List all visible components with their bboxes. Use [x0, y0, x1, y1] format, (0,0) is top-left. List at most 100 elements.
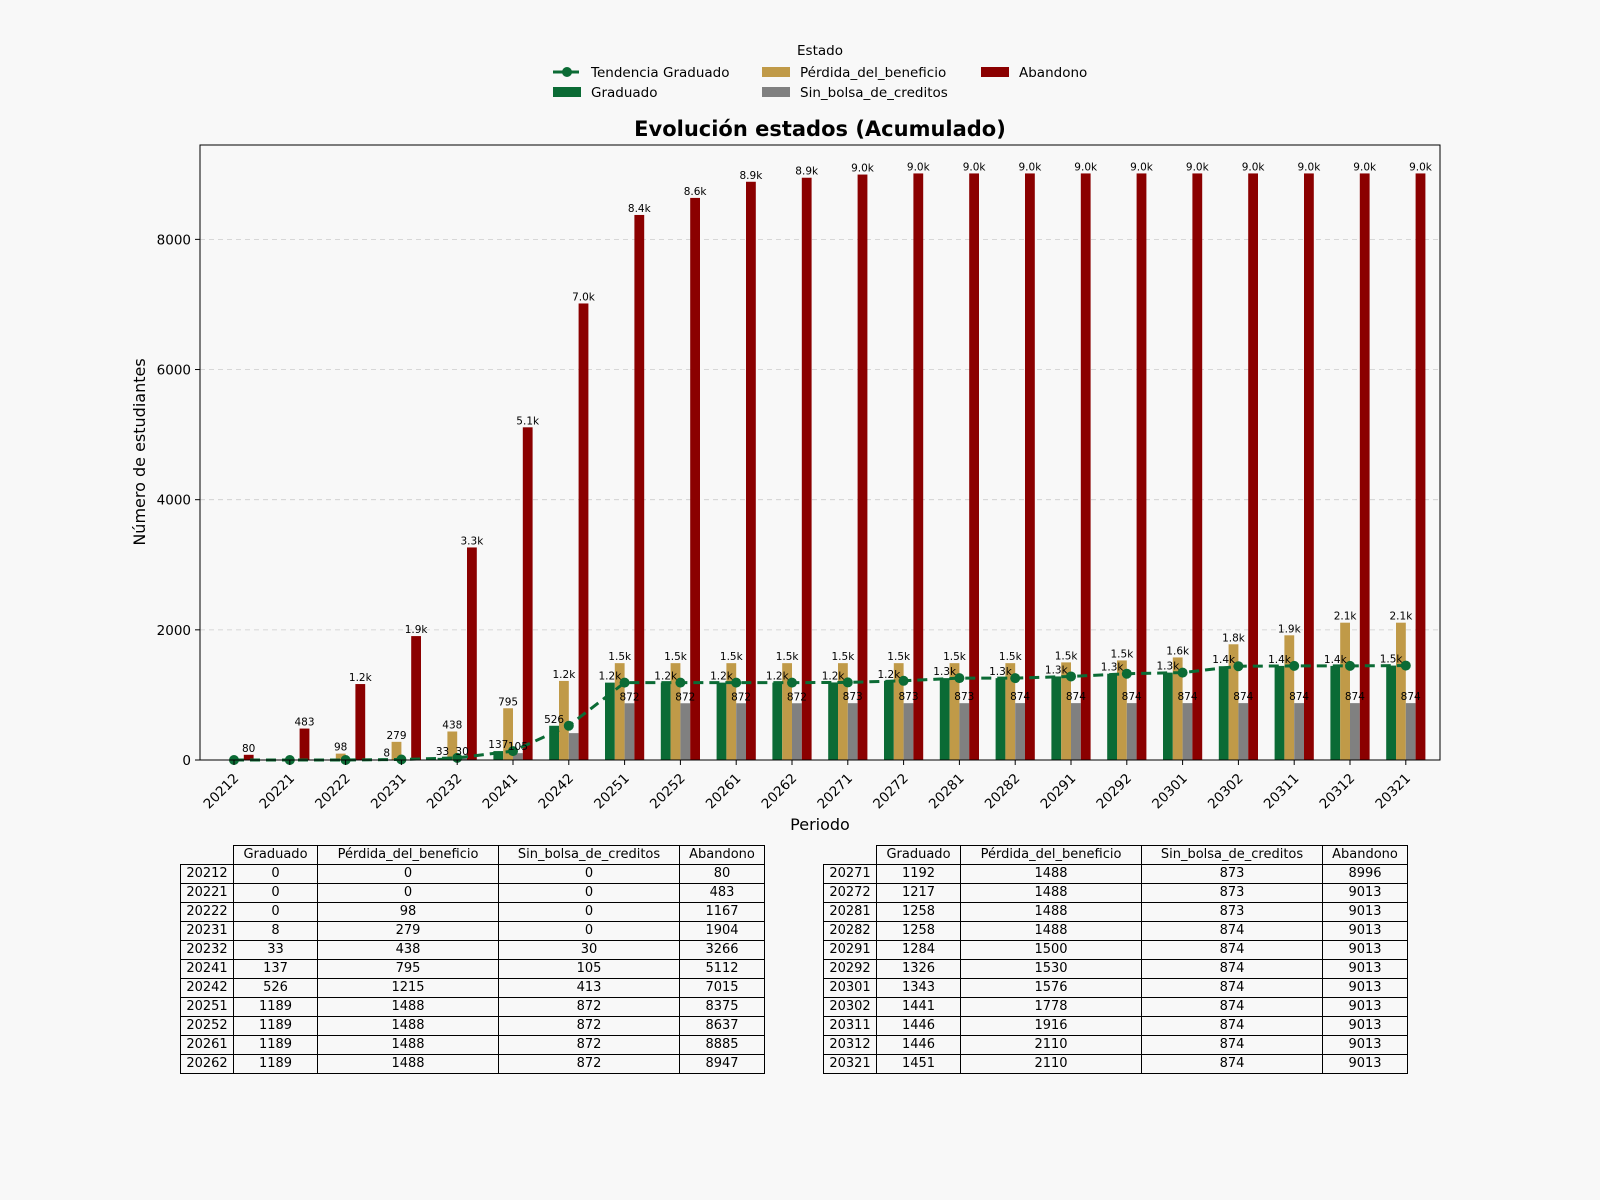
- bar-abandono: [1248, 173, 1258, 760]
- bar-value-label: 873: [954, 691, 974, 703]
- legend-marker: [562, 67, 572, 77]
- table-cell: 872: [499, 1055, 680, 1074]
- table-cell: 5112: [680, 960, 765, 979]
- table-cell: 1446: [877, 1036, 961, 1055]
- x-tick-label: 20261: [703, 771, 745, 813]
- table-row: 20292 1326 1530 874 9013: [824, 960, 1408, 979]
- bar-value-label: 7.0k: [572, 291, 596, 303]
- row-label: 20291: [824, 941, 877, 960]
- bar-value-label: 1.9k: [405, 624, 429, 636]
- x-tick-label: 20231: [368, 771, 410, 813]
- bar-value-label: 874: [1401, 691, 1421, 703]
- bar-sin-bolsa-de-creditos: [1071, 703, 1081, 760]
- column-header: Pérdida_del_beneficio: [318, 846, 499, 865]
- table-row: 20241 137 795 105 5112: [181, 960, 765, 979]
- table-cell: 9013: [1323, 884, 1408, 903]
- bar-sin-bolsa-de-creditos: [959, 703, 969, 760]
- table-cell: 9013: [1323, 922, 1408, 941]
- bar-abandono: [1360, 173, 1370, 760]
- bar-sin-bolsa-de-creditos: [1127, 703, 1137, 760]
- bar-value-label: 1.9k: [1278, 623, 1302, 635]
- table-cell: 874: [1142, 1055, 1323, 1074]
- table-row: 20282 1258 1488 874 9013: [824, 922, 1408, 941]
- y-tick-label: 0: [182, 753, 191, 769]
- bar-value-label: 872: [675, 691, 695, 703]
- table-cell: 9013: [1323, 979, 1408, 998]
- table-cell: 874: [1142, 1017, 1323, 1036]
- legend-label: Sin_bolsa_de_creditos: [800, 85, 948, 101]
- table-row: 20252 1189 1488 872 8637: [181, 1017, 765, 1036]
- table-cell: 438: [318, 941, 499, 960]
- bar-value-label: 1.4k: [1268, 654, 1292, 666]
- row-label: 20232: [181, 941, 234, 960]
- legend-swatch: [553, 87, 581, 97]
- column-header: Abandono: [680, 846, 765, 865]
- bar-sin-bolsa-de-creditos: [1238, 703, 1248, 760]
- x-tick-label: 20291: [1038, 771, 1080, 813]
- data-table-left: Graduado Pérdida_del_beneficio Sin_bolsa_d…: [180, 845, 765, 1074]
- table-cell: 30: [499, 941, 680, 960]
- table-cell: 1488: [318, 1017, 499, 1036]
- table-cell: 2110: [961, 1055, 1142, 1074]
- table-row: 20262 1189 1488 872 8947: [181, 1055, 765, 1074]
- table-cell: 105: [499, 960, 680, 979]
- bar-value-label: 874: [1233, 691, 1253, 703]
- row-label: 20302: [824, 998, 877, 1017]
- bar-sin-bolsa-de-creditos: [1350, 703, 1360, 760]
- table-cell: 279: [318, 922, 499, 941]
- bar-value-label: 1.5k: [1111, 648, 1135, 660]
- table-cell: 1488: [961, 922, 1142, 941]
- row-label: 20241: [181, 960, 234, 979]
- bar-sin-bolsa-de-creditos: [1294, 703, 1304, 760]
- bar-value-label: 137: [488, 739, 508, 751]
- x-tick-label: 20241: [480, 771, 522, 813]
- x-tick-label: 20242: [535, 771, 577, 813]
- x-tick-label: 20222: [312, 771, 354, 813]
- bar-value-label: 1.5k: [943, 651, 967, 663]
- table-cell: 0: [499, 865, 680, 884]
- table-row: 20242 526 1215 413 7015: [181, 979, 765, 998]
- bar-value-label: 1.8k: [1222, 632, 1246, 644]
- table-row: 20281 1258 1488 873 9013: [824, 903, 1408, 922]
- table-cell: 1189: [234, 1055, 318, 1074]
- table-row: 20311 1446 1916 874 9013: [824, 1017, 1408, 1036]
- chart: 8 33 137 526 1.2k 1.2k 1.2k 1.2k 1.2k 1.2k 1.3k 1.3…: [0, 0, 1600, 840]
- table-cell: 98: [318, 903, 499, 922]
- table-cell: 483: [680, 884, 765, 903]
- table-row: 20261 1189 1488 872 8885: [181, 1036, 765, 1055]
- bar-abandono: [355, 684, 365, 760]
- column-header: Graduado: [234, 846, 318, 865]
- y-axis-label: Número de estudiantes: [130, 358, 149, 545]
- trend-point: [564, 721, 574, 731]
- row-label: 20252: [181, 1017, 234, 1036]
- bar-value-label: 279: [386, 730, 406, 742]
- bar-value-label: 1.3k: [989, 666, 1013, 678]
- bar-abandono: [858, 175, 868, 760]
- x-tick-label: 20212: [201, 771, 243, 813]
- table-cell: 1446: [877, 1017, 961, 1036]
- x-tick-label: 20311: [1261, 771, 1303, 813]
- row-label: 20221: [181, 884, 234, 903]
- table-cell: 8996: [1323, 865, 1408, 884]
- bar-value-label: 9.0k: [1186, 161, 1210, 173]
- bar-graduado: [1051, 676, 1061, 760]
- table-cell: 1189: [234, 1017, 318, 1036]
- table-cell: 874: [1142, 1036, 1323, 1055]
- table-cell: 874: [1142, 979, 1323, 998]
- bar-abandono: [690, 198, 700, 760]
- table-cell: 8885: [680, 1036, 765, 1055]
- table-cell: 795: [318, 960, 499, 979]
- bar-value-label: 9.0k: [1353, 161, 1377, 173]
- legend-title: Estado: [797, 43, 843, 59]
- chart-title: Evolución estados (Acumulado): [634, 117, 1006, 141]
- y-tick-label: 8000: [157, 232, 191, 248]
- table-cell: 873: [1142, 903, 1323, 922]
- bar-abandono: [411, 636, 421, 760]
- table-cell: 0: [234, 884, 318, 903]
- table-cell: 1217: [877, 884, 961, 903]
- table-cell: 1192: [877, 865, 961, 884]
- table-cell: 874: [1142, 960, 1323, 979]
- legend-item: Graduado: [553, 85, 658, 101]
- x-tick-label: 20282: [982, 771, 1024, 813]
- bar-abandono: [300, 729, 310, 760]
